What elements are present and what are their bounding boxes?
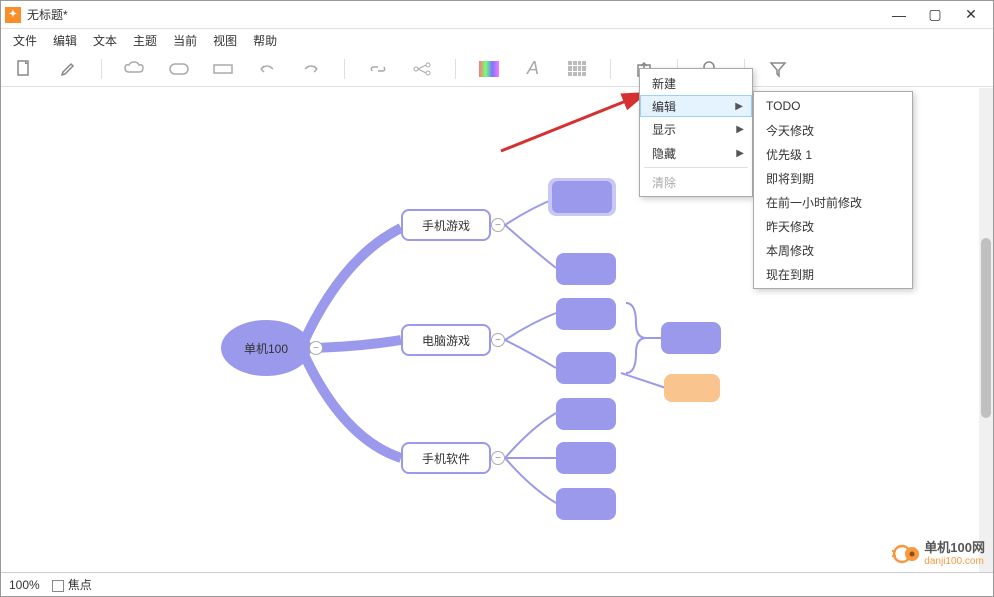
minimize-button[interactable]: — [881, 2, 917, 28]
scroll-thumb[interactable] [981, 238, 991, 418]
leaf-node[interactable] [556, 352, 616, 384]
leaf-node[interactable] [556, 298, 616, 330]
sub-item-overdue[interactable]: 现在到期 [754, 262, 912, 286]
pencil-icon[interactable] [55, 56, 81, 82]
context-submenu-edit: TODO 今天修改 优先级 1 即将到期 在前一小时前修改 昨天修改 本周修改 … [753, 91, 913, 289]
zoom-level[interactable]: 100% [9, 578, 40, 592]
leaf-node[interactable] [661, 322, 721, 354]
topic-node-2[interactable]: 电脑游戏 [401, 324, 491, 356]
ctx-label: 在前一小时前修改 [766, 194, 862, 211]
menu-text[interactable]: 文本 [85, 30, 125, 51]
rect-icon[interactable] [210, 56, 236, 82]
sub-item-hourago[interactable]: 在前一小时前修改 [754, 190, 912, 214]
watermark-cn: 单机100网 [924, 541, 985, 555]
checkbox-icon[interactable] [52, 580, 64, 592]
grid-icon[interactable] [564, 56, 590, 82]
redo-icon[interactable] [298, 56, 324, 82]
leaf-node[interactable] [556, 253, 616, 285]
watermark: 单机100网 danji100.com [892, 540, 985, 568]
sub-item-week[interactable]: 本周修改 [754, 238, 912, 262]
sub-item-yesterday[interactable]: 昨天修改 [754, 214, 912, 238]
topic-label: 手机软件 [422, 450, 470, 467]
link-icon[interactable] [365, 56, 391, 82]
app-icon: ✦ [5, 7, 21, 23]
toolbar: A [1, 51, 993, 87]
root-node[interactable]: 单机100 [221, 320, 311, 376]
filter-icon[interactable] [765, 56, 791, 82]
topic-label: 电脑游戏 [422, 332, 470, 349]
topic3-collapse-icon[interactable]: − [491, 451, 505, 465]
topic2-collapse-icon[interactable]: − [491, 333, 505, 347]
ctx-item-show[interactable]: 显示 ▶ [640, 117, 752, 141]
leaf-node[interactable] [556, 442, 616, 474]
titlebar: ✦ 无标题* — ▢ ✕ [1, 1, 993, 29]
new-doc-icon[interactable] [11, 56, 37, 82]
ctx-label: TODO [766, 99, 800, 113]
menu-help[interactable]: 帮助 [245, 30, 285, 51]
leaf-node-selected[interactable] [548, 178, 616, 216]
ctx-item-new[interactable]: 新建 [640, 71, 752, 95]
watermark-icon [892, 540, 920, 568]
ctx-label: 编辑 [652, 98, 676, 115]
ctx-label: 即将到期 [766, 170, 814, 187]
topic-label: 手机游戏 [422, 217, 470, 234]
root-collapse-icon[interactable]: − [309, 341, 323, 355]
ctx-label: 清除 [652, 174, 676, 191]
font-icon[interactable]: A [520, 56, 546, 82]
ctx-item-edit[interactable]: 编辑 ▶ [640, 95, 752, 117]
branch-icon[interactable] [409, 56, 435, 82]
statusbar: 100% 焦点 [1, 572, 993, 596]
ctx-label: 显示 [652, 121, 676, 138]
ctx-label: 隐藏 [652, 145, 676, 162]
menubar: 文件 编辑 文本 主题 当前 视图 帮助 [1, 29, 993, 51]
chevron-right-icon: ▶ [735, 101, 743, 112]
topic1-collapse-icon[interactable]: − [491, 218, 505, 232]
menu-edit[interactable]: 编辑 [45, 30, 85, 51]
cloud-icon[interactable] [122, 56, 148, 82]
ctx-label: 新建 [652, 75, 676, 92]
topic-node-3[interactable]: 手机软件 [401, 442, 491, 474]
context-menu-filter: 新建 编辑 ▶ 显示 ▶ 隐藏 ▶ 清除 [639, 68, 753, 197]
sub-item-priority[interactable]: 优先级 1 [754, 142, 912, 166]
undo-icon[interactable] [254, 56, 280, 82]
close-button[interactable]: ✕ [953, 2, 989, 28]
ctx-label: 优先级 1 [766, 146, 812, 163]
ctx-item-hide[interactable]: 隐藏 ▶ [640, 141, 752, 165]
maximize-button[interactable]: ▢ [917, 2, 953, 28]
root-label: 单机100 [244, 340, 288, 357]
sub-item-today[interactable]: 今天修改 [754, 118, 912, 142]
rounded-rect-icon[interactable] [166, 56, 192, 82]
vertical-scrollbar[interactable] [979, 88, 993, 572]
ctx-label: 现在到期 [766, 266, 814, 283]
menu-separator [644, 167, 748, 168]
window-title: 无标题* [27, 6, 881, 23]
ctx-item-clear: 清除 [640, 170, 752, 194]
menu-file[interactable]: 文件 [5, 30, 45, 51]
focus-toggle[interactable]: 焦点 [52, 576, 92, 593]
chevron-right-icon: ▶ [736, 148, 744, 159]
menu-current[interactable]: 当前 [165, 30, 205, 51]
sub-item-todo[interactable]: TODO [754, 94, 912, 118]
leaf-node-orange[interactable] [664, 374, 720, 402]
ctx-label: 昨天修改 [766, 218, 814, 235]
watermark-en: danji100.com [924, 556, 985, 567]
ctx-label: 本周修改 [766, 242, 814, 259]
leaf-node[interactable] [556, 398, 616, 430]
menu-view[interactable]: 视图 [205, 30, 245, 51]
topic-node-1[interactable]: 手机游戏 [401, 209, 491, 241]
chevron-right-icon: ▶ [736, 124, 744, 135]
menu-topic[interactable]: 主题 [125, 30, 165, 51]
ctx-label: 今天修改 [766, 122, 814, 139]
sub-item-due[interactable]: 即将到期 [754, 166, 912, 190]
focus-label: 焦点 [68, 578, 92, 592]
leaf-node[interactable] [556, 488, 616, 520]
gradient-icon[interactable] [476, 56, 502, 82]
